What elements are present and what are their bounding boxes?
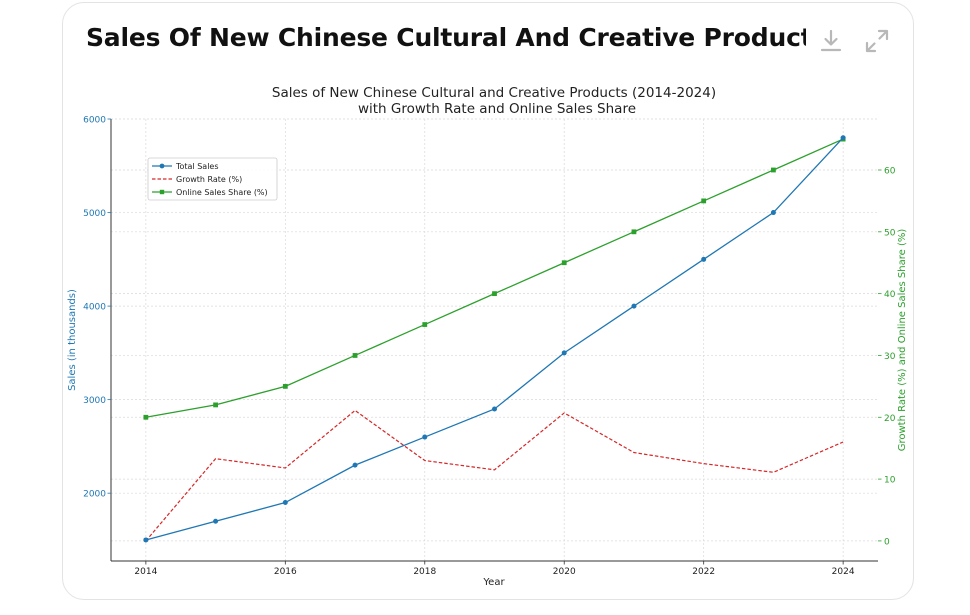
y-right-tick-label: 60 — [884, 167, 896, 177]
chart-title-line2: with Growth Rate and Online Sales Share — [358, 101, 636, 117]
x-axis-label: Year — [482, 577, 505, 588]
data-point-total-sales — [561, 350, 567, 356]
data-point-total-sales — [701, 256, 707, 262]
data-point-online-share — [282, 383, 288, 389]
data-point-online-share — [701, 198, 707, 204]
y-left-tick-label: 6000 — [83, 116, 106, 126]
y-left-tick-label: 2000 — [83, 490, 106, 500]
data-point-total-sales — [422, 434, 428, 440]
grid — [111, 118, 878, 561]
data-point-total-sales — [143, 537, 149, 543]
legend-marker-online — [159, 189, 165, 195]
y-right-tick-label: 10 — [884, 476, 896, 486]
card-title: Sales Of New Chinese Cultural And Creati… — [86, 23, 806, 52]
data-point-online-share — [213, 402, 218, 408]
data-point-total-sales — [213, 518, 219, 524]
y-left-tick-label: 4000 — [83, 303, 106, 313]
legend-marker-sales — [159, 163, 165, 169]
download-button[interactable] — [817, 27, 845, 55]
data-point-online-share — [422, 322, 428, 327]
legend-label-sales: Total Sales — [175, 162, 219, 171]
legend-label-online: Online Sales Share (%) — [176, 188, 268, 197]
y-right-tick-label: 30 — [884, 352, 896, 362]
y-left-tick-label: 3000 — [83, 396, 106, 406]
data-point-online-share — [631, 229, 637, 235]
y-right-tick-label: 20 — [884, 414, 896, 424]
ticks: 2014 2016 2018 2020 2022 2024 2000 3000 4000 5000… — [83, 116, 896, 578]
data-point-online-share — [561, 260, 567, 266]
series — [143, 135, 846, 543]
series-line-growth-rate — [145, 409, 844, 542]
expand-icon — [865, 29, 889, 53]
axes — [110, 119, 878, 562]
data-point-online-share — [492, 291, 497, 297]
x-tick-label: 2018 — [413, 567, 436, 577]
x-tick-label: 2020 — [553, 567, 576, 577]
expand-button[interactable] — [863, 27, 891, 55]
data-point-online-share — [352, 353, 358, 358]
data-point-total-sales — [282, 500, 288, 506]
legend: Total Sales Growth Rate (%) Online Sales… — [147, 157, 278, 201]
y-right-tick-label: 0 — [884, 537, 890, 547]
x-tick-label: 2024 — [832, 567, 855, 577]
legend-frame — [147, 157, 278, 201]
data-point-total-sales — [492, 406, 497, 412]
chart-card: Sales Of New Chinese Cultural And Creati… — [62, 2, 914, 600]
x-tick-label: 2014 — [134, 567, 157, 577]
y-right-tick-label: 50 — [884, 228, 896, 238]
data-point-total-sales — [770, 210, 776, 216]
legend-label-growth: Growth Rate (%) — [176, 175, 242, 184]
x-tick-label: 2022 — [692, 567, 715, 577]
data-point-online-share — [771, 167, 776, 173]
data-point-total-sales — [631, 303, 637, 309]
y-axis-left-label: Sales (in thousands) — [67, 289, 78, 391]
y-right-tick-label: 40 — [884, 290, 896, 300]
data-point-total-sales — [840, 135, 846, 141]
y-left-tick-label: 5000 — [83, 209, 106, 219]
y-axis-right-label: Growth Rate (%) and Online Sales Share (… — [897, 229, 908, 452]
chart-title-line1: Sales of New Chinese Cultural and Creati… — [272, 85, 716, 101]
x-tick-label: 2016 — [274, 567, 297, 577]
data-point-total-sales — [352, 462, 358, 468]
download-icon — [820, 29, 842, 52]
data-point-online-share — [143, 414, 149, 420]
